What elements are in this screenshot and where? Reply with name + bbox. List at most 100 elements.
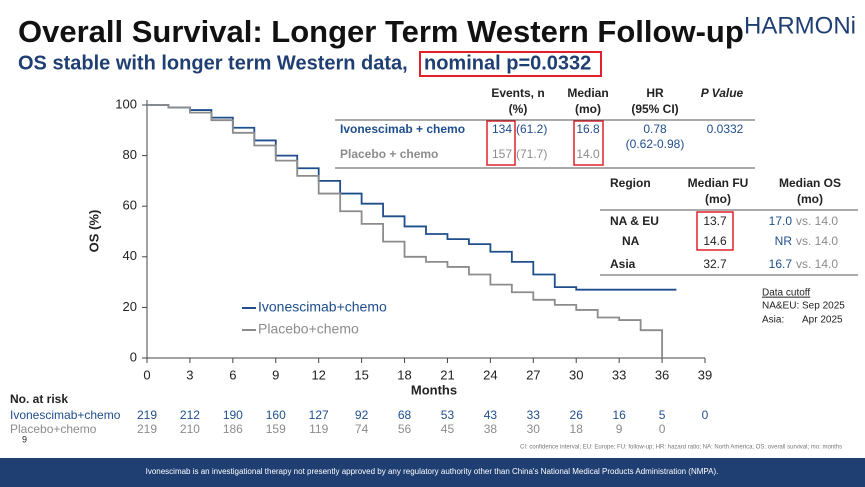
y-tick-label: 0 [130,349,137,364]
risk-value: 18 [570,422,584,436]
table-cell: (0.62-0.98) [626,137,685,151]
table-cell: 134 [492,122,512,136]
risk-value: 159 [266,422,286,436]
risk-value: 26 [570,408,584,422]
table-cell: 14.0 [576,147,600,161]
survival-curve [147,104,663,358]
x-tick-label: 21 [440,367,454,382]
risk-value: 190 [223,408,243,422]
table-cell: 32.7 [703,257,727,271]
legend-label: Ivonescimab+chemo [258,299,387,315]
table-cell: NR [775,234,793,248]
y-tick-label: 20 [123,299,137,314]
x-tick-label: 18 [397,367,411,382]
table-header: (mo) [575,102,601,116]
x-tick-label: 27 [526,367,540,382]
risk-value: 219 [137,408,157,422]
table-cell: 157 [492,147,512,161]
table-cell: 16.8 [576,122,600,136]
cutoff-value: Sep 2025 [802,301,845,312]
table-header: Median OS [779,176,841,190]
x-tick-label: 0 [143,367,150,382]
table-header: (%) [509,102,528,116]
y-axis-label: OS (%) [86,210,101,253]
risk-value: 68 [398,408,412,422]
cutoff-label: NA&EU: [762,301,799,312]
x-tick-label: 39 [698,367,712,382]
row-label: Asia [610,257,636,271]
table-header: Median FU [688,176,749,190]
highlight-box [573,120,604,166]
table-header: HR [646,86,664,100]
x-axis-label: Months [411,382,457,397]
table-cell: 16.7 [769,257,793,271]
footer-bar [0,458,865,487]
row-label: Ivonescimab + chemo [340,122,465,136]
x-tick-label: 30 [569,367,583,382]
highlight-box [486,120,516,166]
table-cell: 0.78 [643,122,667,136]
risk-value: 56 [398,422,412,436]
x-tick-label: 6 [229,367,236,382]
legend-label: Placebo+chemo [258,321,359,337]
table-cell: 0.0332 [707,122,744,136]
x-tick-label: 12 [311,367,325,382]
risk-title: No. at risk [10,392,68,406]
risk-value: 219 [137,422,157,436]
table-header: Region [610,176,651,190]
risk-value: 212 [180,408,200,422]
table-header: (mo) [797,192,823,206]
table-header: (95% CI) [631,102,678,116]
page-number: 9 [22,434,27,444]
risk-value: 127 [309,408,329,422]
row-label: NA & EU [610,214,659,228]
table-cell: 17.0 [769,214,793,228]
table-cell: vs. 14.0 [796,234,838,248]
risk-value: 186 [223,422,243,436]
table-header: P Value [701,86,744,100]
logo: HARMONi [744,12,856,39]
risk-value: 119 [309,422,328,436]
y-tick-label: 100 [115,96,137,111]
x-tick-label: 15 [354,367,368,382]
table-cell: (71.7) [516,147,547,161]
x-tick-label: 3 [186,367,193,382]
risk-value: 0 [702,408,709,422]
x-tick-label: 33 [612,367,626,382]
risk-value: 92 [355,408,369,422]
risk-value: 30 [527,422,541,436]
risk-value: 210 [180,422,200,436]
row-label: NA [622,234,640,248]
risk-value: 45 [441,422,455,436]
table-header: (mo) [705,192,731,206]
row-label: Placebo + chemo [340,147,438,161]
table-cell: 13.7 [703,214,727,228]
cutoff-label: Asia: [762,315,784,326]
risk-value: 74 [355,422,369,436]
risk-value: 160 [266,408,286,422]
risk-value: 16 [612,408,626,422]
risk-row-label: Ivonescimab+chemo [10,408,121,422]
y-tick-label: 40 [123,248,137,263]
table-cell: (61.2) [516,122,547,136]
risk-value: 38 [484,422,498,436]
cutoff-title: Data cutoff [762,288,810,299]
slide-title: Overall Survival: Longer Term Western Fo… [18,14,744,49]
risk-value: 33 [527,408,541,422]
y-tick-label: 80 [123,147,137,162]
footnote: CI: confidence interval; EU: Europe; FU:… [520,445,842,451]
x-tick-label: 9 [272,367,279,382]
x-tick-label: 24 [483,367,497,382]
risk-value: 5 [659,408,666,422]
risk-value: 0 [659,422,666,436]
risk-value: 53 [441,408,455,422]
cutoff-value: Apr 2025 [802,315,843,326]
x-tick-label: 36 [655,367,669,382]
table-cell: vs. 14.0 [796,257,838,271]
table-header: Events, n [491,86,544,100]
footer: Ivonescimab is an investigational therap… [146,467,719,476]
risk-row-label: Placebo+chemo [10,422,97,436]
